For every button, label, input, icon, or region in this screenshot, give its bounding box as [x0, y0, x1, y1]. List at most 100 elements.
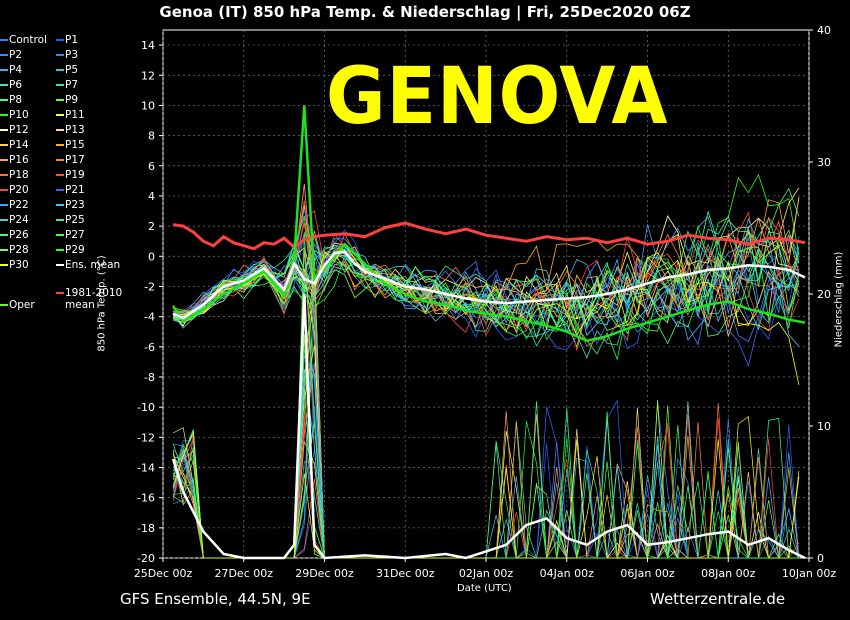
- legend-entry: P26: [0, 229, 29, 241]
- legend-swatch: [56, 144, 64, 146]
- x-tick-label: 04Jan 00z: [540, 567, 594, 580]
- legend-swatch: [56, 189, 64, 191]
- legend-label: P9: [65, 94, 79, 106]
- legend-entry: P2: [0, 49, 22, 61]
- legend-swatch: [56, 174, 64, 176]
- legend-entry: P30: [0, 259, 29, 271]
- legend-entry: P28: [0, 244, 29, 256]
- y-tick-label: 2: [148, 220, 155, 233]
- legend-swatch: [56, 204, 64, 206]
- y-tick-label: 4: [148, 190, 155, 203]
- legend-label: P16: [9, 154, 29, 166]
- y2-axis-label: Niederschlag (mm): [833, 251, 845, 348]
- legend-label: P2: [9, 49, 23, 61]
- legend-entry: P25: [56, 214, 85, 226]
- y2-tick-label: 20: [817, 288, 831, 301]
- legend-entry: P23: [56, 199, 85, 211]
- y2-tick-label: 10: [817, 420, 831, 433]
- legend-swatch: [0, 304, 8, 306]
- legend-swatch: [0, 159, 8, 161]
- legend-label: P7: [65, 79, 79, 91]
- legend-swatch: [56, 99, 64, 101]
- legend-entry: P10: [0, 109, 29, 121]
- y-tick-label: -6: [144, 341, 155, 354]
- legend-entry: P5: [56, 64, 78, 76]
- y-tick-label: 6: [148, 160, 155, 173]
- x-tick-label: 27Dec 00z: [214, 567, 273, 580]
- legend-label: Oper: [9, 299, 35, 311]
- legend-label: P29: [65, 244, 85, 256]
- x-tick-label: 31Dec 00z: [376, 567, 435, 580]
- legend-label: P6: [9, 79, 23, 91]
- legend-swatch: [56, 159, 64, 161]
- ensemble-temp-line: [173, 173, 800, 341]
- legend-swatch: [56, 219, 64, 221]
- legend-swatch: [0, 114, 8, 116]
- legend-swatch: [0, 69, 8, 71]
- legend-entry: P15: [56, 139, 85, 151]
- y2-tick-label: 40: [817, 24, 831, 37]
- legend-label: P24: [9, 214, 29, 226]
- legend-label: P23: [65, 199, 85, 211]
- legend-label: P15: [65, 139, 85, 151]
- legend-entry: P9: [56, 94, 78, 106]
- climate-mean-line: [172, 221, 806, 251]
- legend-entry: P24: [0, 214, 29, 226]
- legend-entry: Oper: [0, 299, 35, 311]
- legend-label: P26: [9, 229, 29, 241]
- legend-entry: P17: [56, 154, 85, 166]
- legend-swatch: [0, 234, 8, 236]
- y-tick-label: -4: [144, 311, 155, 324]
- x-tick-label: 10Jan 00z: [782, 567, 836, 580]
- legend-label: P11: [65, 109, 85, 121]
- legend-swatch: [0, 264, 8, 266]
- footer-source: Wetterzentrale.de: [650, 590, 786, 608]
- legend-swatch: [0, 54, 8, 56]
- main-series-lines: [171, 105, 806, 560]
- legend-label: P27: [65, 229, 85, 241]
- legend-label: P20: [9, 184, 29, 196]
- legend-entry: Control: [0, 34, 47, 46]
- legend-entry: P20: [0, 184, 29, 196]
- legend-label: Ens. mean: [65, 259, 121, 271]
- y-tick-label: 14: [141, 39, 155, 52]
- ensemble-temp-line: [173, 210, 800, 327]
- legend-label: P13: [65, 124, 85, 136]
- legend-label: P19: [65, 169, 85, 181]
- legend-entry: P1: [56, 34, 78, 46]
- legend-entry: P11: [56, 109, 85, 121]
- y-tick-label: -16: [137, 492, 155, 505]
- legend-entry: P14: [0, 139, 29, 151]
- legend-entry: P13: [56, 124, 85, 136]
- legend-swatch: [0, 84, 8, 86]
- legend-swatch: [0, 99, 8, 101]
- x-axis-ticks: 25Dec 00z 27Dec 00z 29Dec 00z 31Dec 00z 02Ja…: [134, 558, 836, 580]
- legend-swatch: [0, 144, 8, 146]
- legend-label: P4: [9, 64, 23, 76]
- y-tick-label: -2: [144, 280, 155, 293]
- y-tick-label: -18: [137, 522, 155, 535]
- legend-entry: P7: [56, 79, 78, 91]
- legend-entry: P27: [56, 229, 85, 241]
- legend-swatch: [56, 114, 64, 116]
- legend-swatch: [56, 129, 64, 131]
- legend-entry: P12: [0, 124, 29, 136]
- legend-entry: 1981-2010 mean: [56, 287, 125, 311]
- legend-swatch: [0, 39, 8, 41]
- y-tick-label: 10: [141, 99, 155, 112]
- legend-label: P17: [65, 154, 85, 166]
- legend-label: P10: [9, 109, 29, 121]
- legend-label: 1981-2010 mean: [65, 287, 123, 311]
- x-tick-label: 25Dec 00z: [134, 567, 193, 580]
- x-tick-label: 06Jan 00z: [620, 567, 674, 580]
- legend-swatch: [0, 204, 8, 206]
- city-overlay-label: GENOVA: [326, 52, 669, 142]
- legend-swatch: [56, 84, 64, 86]
- legend-label: P28: [9, 244, 29, 256]
- y2-tick-label: 0: [817, 552, 824, 565]
- legend-swatch: [56, 264, 64, 266]
- legend-entry: P8: [0, 94, 22, 106]
- footer-model-info: GFS Ensemble, 44.5N, 9E: [120, 590, 311, 608]
